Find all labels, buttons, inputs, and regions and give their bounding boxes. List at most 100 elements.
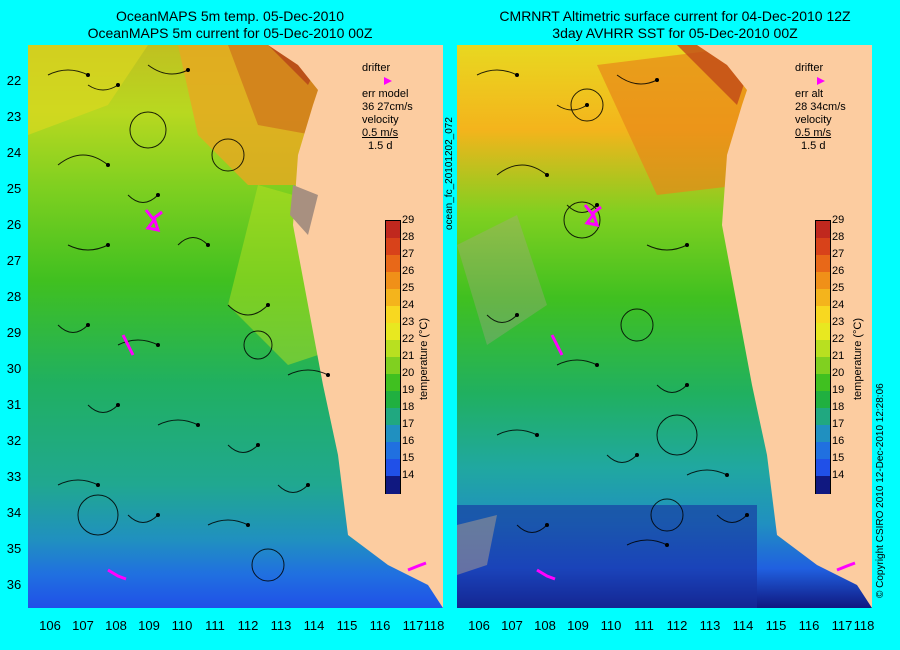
y-tick: 24 [6,145,22,160]
colorbar-swatch [386,476,400,494]
colorbar-tick: 16 [832,435,845,447]
left-colorbar-label: temperature (°C) [418,317,430,400]
err-values: 36 27cm/s [362,101,413,113]
forecast-id-label: ocean_fc_20101202_072 [444,117,455,230]
y-tick: 36 [6,577,22,592]
x-tick: 108 [105,618,127,633]
y-tick: 29 [6,325,22,340]
x-tick: 107 [72,618,94,633]
colorbar-tick: 21 [402,350,415,362]
y-tick: 27 [6,253,22,268]
colorbar-tick: 20 [832,367,845,379]
colorbar-tick: 25 [832,282,845,294]
x-tick: 115 [336,618,358,633]
x-tick: 106 [468,618,490,633]
colorbar-swatch [386,357,400,375]
colorbar-tick: 22 [402,333,415,345]
x-tick: 106 [39,618,61,633]
colorbar-swatch [386,425,400,443]
colorbar-tick: 25 [402,282,415,294]
y-tick: 22 [6,73,22,88]
colorbar-tick: 27 [832,248,845,260]
velocity-days: 1.5 d [801,140,826,152]
colorbar-tick: 14 [832,469,845,481]
velocity-days: 1.5 d [368,140,393,152]
colorbar-tick: 17 [832,418,845,430]
colorbar-swatch [816,306,830,324]
velocity-scale: 0.5 m/s [795,127,832,139]
colorbar-swatch [816,442,830,460]
velocity-scale: 0.5 m/s [362,127,399,139]
colorbar-swatch [816,323,830,341]
right-colorbar-label: temperature (°C) [852,317,864,400]
right-panel-title: CMRNRT Altimetric surface current for 04… [499,8,851,41]
colorbar-swatch [386,272,400,290]
colorbar-tick: 29 [402,214,415,226]
x-tick: 109 [138,618,160,633]
x-tick: 108 [534,618,556,633]
colorbar-swatch [816,272,830,290]
left-panel-title: OceanMAPS 5m temp. 05-Dec-2010 OceanMAPS… [87,8,373,41]
x-tick: 118 [853,618,875,633]
colorbar-swatch [386,221,400,239]
colorbar-swatch [816,374,830,392]
y-tick: 23 [6,109,22,124]
colorbar-tick: 20 [402,367,415,379]
colorbar-swatch [816,391,830,409]
x-tick: 110 [171,618,193,633]
colorbar-tick: 19 [832,384,845,396]
colorbar-tick: 24 [832,299,845,311]
colorbar-swatch [386,408,400,426]
drifter-label: drifter [362,62,391,74]
x-tick: 117 [831,618,853,633]
colorbar-swatch [386,238,400,256]
left-legend: drifter err model 36 27cm/s velocity 0.5… [362,62,432,153]
colorbar-swatch [816,340,830,358]
y-tick: 25 [6,181,22,196]
drifter-label: drifter [795,62,824,74]
colorbar-swatch [386,340,400,358]
drifter-arrow-icon [817,77,825,86]
colorbar-tick: 24 [402,299,415,311]
colorbar-tick: 23 [832,316,845,328]
y-tick: 34 [6,505,22,520]
x-tick: 112 [666,618,688,633]
colorbar-tick: 18 [402,401,415,413]
drifter-arrow-icon [384,77,392,86]
colorbar-tick: 15 [402,452,415,464]
colorbar-swatch [816,459,830,477]
colorbar-swatch [386,459,400,477]
colorbar-tick: 27 [402,248,415,260]
colorbar-tick: 26 [402,265,415,277]
velocity-label: velocity [795,114,832,126]
x-tick: 107 [501,618,523,633]
x-tick: 113 [699,618,721,633]
colorbar-swatch [816,221,830,239]
colorbar-swatch [816,238,830,256]
err-values: 28 34cm/s [795,101,846,113]
y-tick: 31 [6,397,22,412]
colorbar-tick: 26 [832,265,845,277]
y-tick: 26 [6,217,22,232]
right-legend: drifter err alt 28 34cm/s velocity 0.5 m… [795,62,865,153]
colorbar-tick: 14 [402,469,415,481]
x-tick: 116 [798,618,820,633]
colorbar-swatch [386,391,400,409]
colorbar-swatch [386,323,400,341]
colorbar-tick: 18 [832,401,845,413]
y-tick: 28 [6,289,22,304]
err-label: err model [362,88,409,100]
colorbar-tick: 28 [832,231,845,243]
colorbar-tick: 23 [402,316,415,328]
colorbar-swatch [386,289,400,307]
colorbar-swatch [816,357,830,375]
colorbar-tick: 28 [402,231,415,243]
x-tick: 118 [423,618,445,633]
colorbar-swatch [386,306,400,324]
y-tick: 32 [6,433,22,448]
x-tick: 112 [237,618,259,633]
x-tick: 117 [402,618,424,633]
y-tick: 30 [6,361,22,376]
colorbar-tick: 21 [832,350,845,362]
colorbar-tick: 15 [832,452,845,464]
